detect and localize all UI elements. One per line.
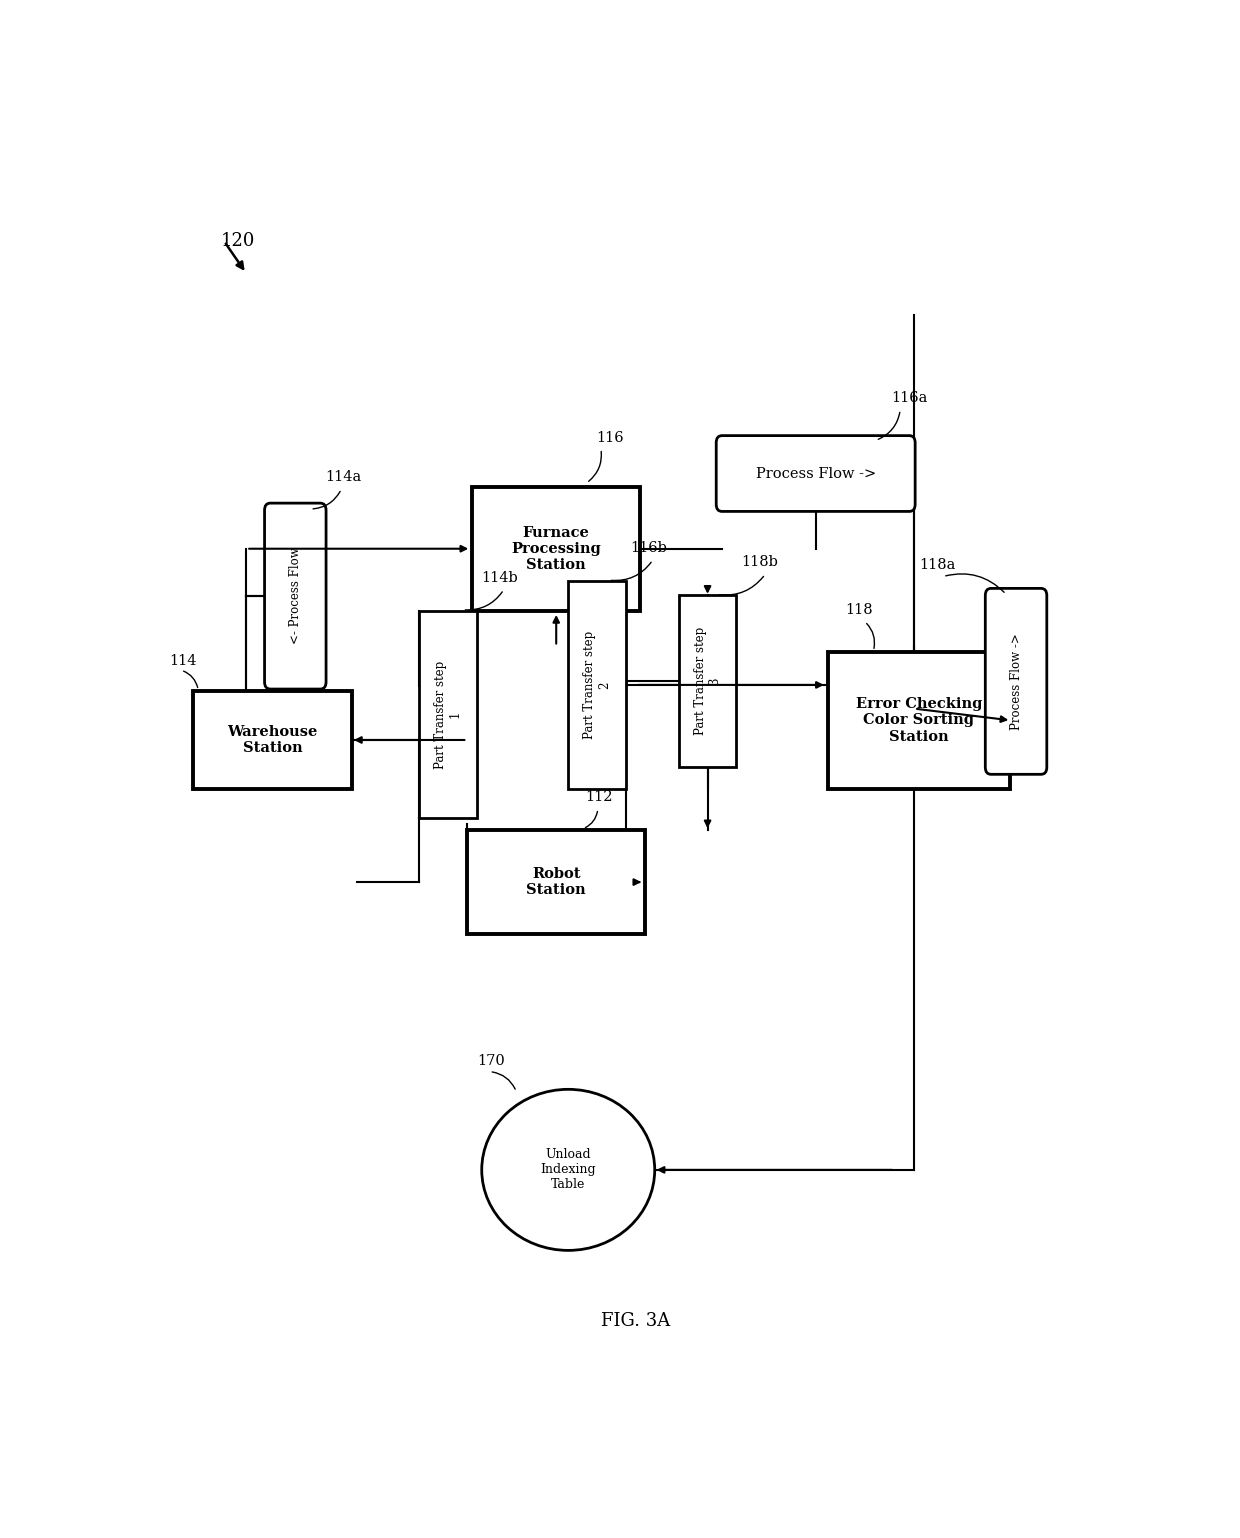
FancyBboxPatch shape <box>472 486 640 611</box>
Text: 116b: 116b <box>631 541 667 555</box>
FancyBboxPatch shape <box>419 611 477 818</box>
Text: Part Transfer step
1: Part Transfer step 1 <box>434 660 463 769</box>
Text: 114a: 114a <box>325 471 361 484</box>
FancyBboxPatch shape <box>986 589 1047 774</box>
Text: Unload
Indexing
Table: Unload Indexing Table <box>541 1149 596 1192</box>
Text: Part Transfer step
2: Part Transfer step 2 <box>583 631 611 740</box>
FancyBboxPatch shape <box>678 595 737 767</box>
Text: 114: 114 <box>170 654 197 667</box>
Ellipse shape <box>481 1089 655 1250</box>
FancyBboxPatch shape <box>568 581 626 789</box>
Text: 118a: 118a <box>919 558 955 572</box>
Text: 116: 116 <box>596 431 624 444</box>
FancyBboxPatch shape <box>467 831 645 934</box>
Text: 118b: 118b <box>742 555 777 569</box>
Text: Part Transfer step
3: Part Transfer step 3 <box>693 628 722 735</box>
Text: Furnace
Processing
Station: Furnace Processing Station <box>511 526 601 572</box>
FancyBboxPatch shape <box>828 652 1011 789</box>
Text: FIG. 3A: FIG. 3A <box>601 1312 670 1330</box>
Text: 112: 112 <box>585 791 613 804</box>
Text: Error Checking
Color Sorting
Station: Error Checking Color Sorting Station <box>856 697 982 744</box>
Text: 120: 120 <box>221 232 254 251</box>
Text: 114b: 114b <box>481 571 518 584</box>
Text: <- Process Flow: <- Process Flow <box>289 548 301 644</box>
Text: Warehouse
Station: Warehouse Station <box>227 724 317 755</box>
FancyBboxPatch shape <box>717 435 915 512</box>
FancyBboxPatch shape <box>264 503 326 689</box>
Text: Process Flow ->: Process Flow -> <box>755 466 875 480</box>
Text: 116a: 116a <box>890 391 928 404</box>
Text: 170: 170 <box>477 1054 505 1067</box>
FancyBboxPatch shape <box>193 692 352 789</box>
Text: Process Flow ->: Process Flow -> <box>1009 634 1023 729</box>
Text: Robot
Station: Robot Station <box>527 867 587 897</box>
Text: 118: 118 <box>846 603 873 617</box>
